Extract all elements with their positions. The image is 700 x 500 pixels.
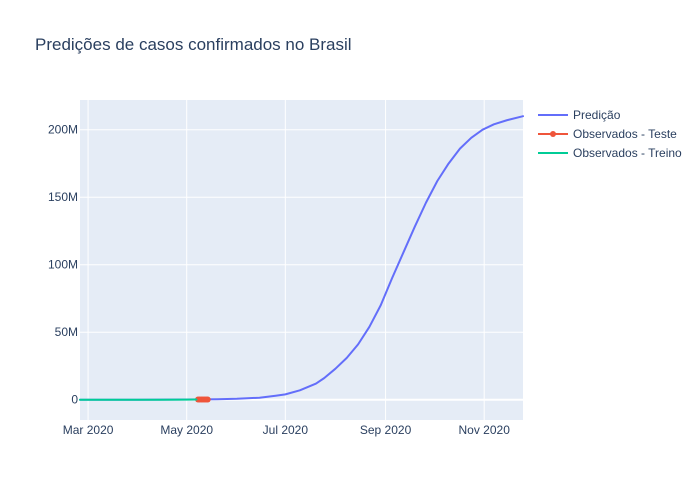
x-tick-label: Sep 2020	[360, 423, 412, 437]
legend-label: Observados - Treino	[573, 146, 682, 160]
x-tick-label: Jul 2020	[263, 423, 309, 437]
series-line-predicao[interactable]	[79, 115, 524, 401]
chart-title: Predições de casos confirmados no Brasil	[35, 35, 352, 54]
y-tick-label: 0	[71, 393, 78, 407]
legend-marker	[550, 131, 556, 137]
y-tick-label: 150M	[48, 190, 78, 204]
y-tick-label: 100M	[48, 258, 78, 272]
legend-item-predicao[interactable]: Predição	[538, 108, 621, 122]
x-gridlines	[87, 100, 485, 420]
plot-area	[80, 100, 523, 420]
y-axis-tick-labels: 0 50M 100M 150M 200M	[48, 123, 78, 407]
legend-label: Observados - Teste	[573, 127, 677, 141]
x-tick-label: Mar 2020	[63, 423, 114, 437]
y-tick-label: 50M	[55, 325, 78, 339]
x-tick-label: Nov 2020	[459, 423, 511, 437]
y-tick-label: 200M	[48, 123, 78, 137]
y-gridlines	[80, 129, 523, 401]
legend[interactable]: Predição Observados - Teste Observados - T…	[538, 108, 682, 160]
series-layer	[79, 115, 524, 403]
series-point-observados-teste[interactable]	[204, 396, 211, 403]
legend-item-observados-teste[interactable]: Observados - Teste	[538, 127, 677, 141]
legend-label: Predição	[573, 108, 621, 122]
x-tick-label: May 2020	[160, 423, 213, 437]
legend-item-observados-treino[interactable]: Observados - Treino	[538, 146, 682, 160]
x-axis-tick-labels: Mar 2020 May 2020 Jul 2020 Sep 2020 Nov 2020	[63, 423, 510, 437]
